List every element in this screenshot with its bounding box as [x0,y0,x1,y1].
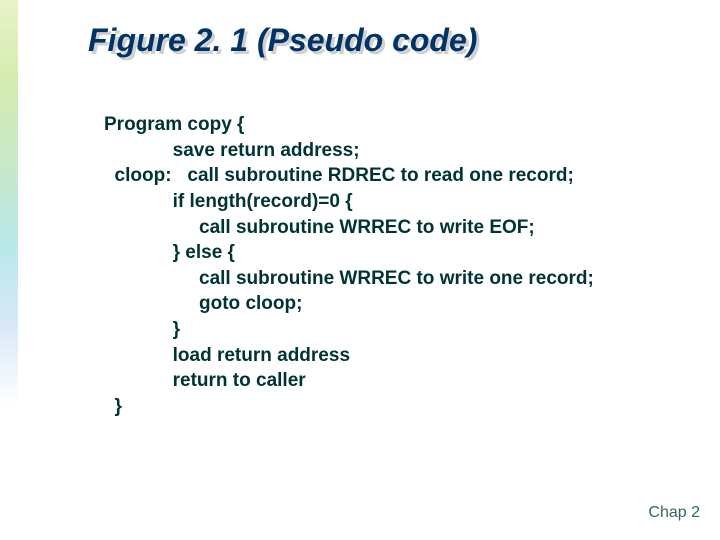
chapter-footer: Chap 2 [648,504,700,522]
slide-title: Figure 2. 1 (Pseudo code) [88,22,477,59]
gradient-strip [0,0,18,540]
pseudocode-block: Program copy { save return address; cloo… [104,112,594,420]
